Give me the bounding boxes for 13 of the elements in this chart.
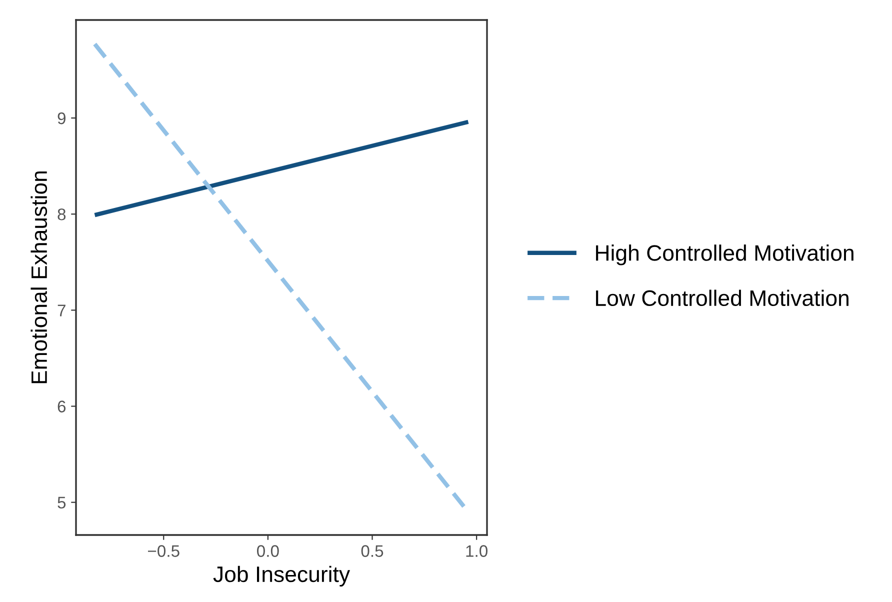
legend-label: High Controlled Motivation bbox=[596, 244, 854, 266]
y-tick-label: 5 bbox=[58, 496, 66, 509]
x-tick-label: 1.0 bbox=[466, 545, 488, 557]
y-tick-label: 8 bbox=[58, 208, 66, 220]
x-tick-label: 0.5 bbox=[361, 545, 384, 557]
y-axis-title: Emotional Exhaustion bbox=[30, 171, 48, 384]
y-tick-label: 9 bbox=[58, 112, 66, 124]
y-tick-label: 6 bbox=[58, 400, 66, 412]
y-tick-label: 7 bbox=[58, 304, 66, 316]
x-tick-label: −0.5 bbox=[148, 545, 180, 557]
x-tick-label: 0.0 bbox=[257, 545, 279, 557]
x-axis-title: Job Insecurity bbox=[213, 566, 350, 587]
legend-label: Low Controlled Motivation bbox=[596, 290, 848, 306]
